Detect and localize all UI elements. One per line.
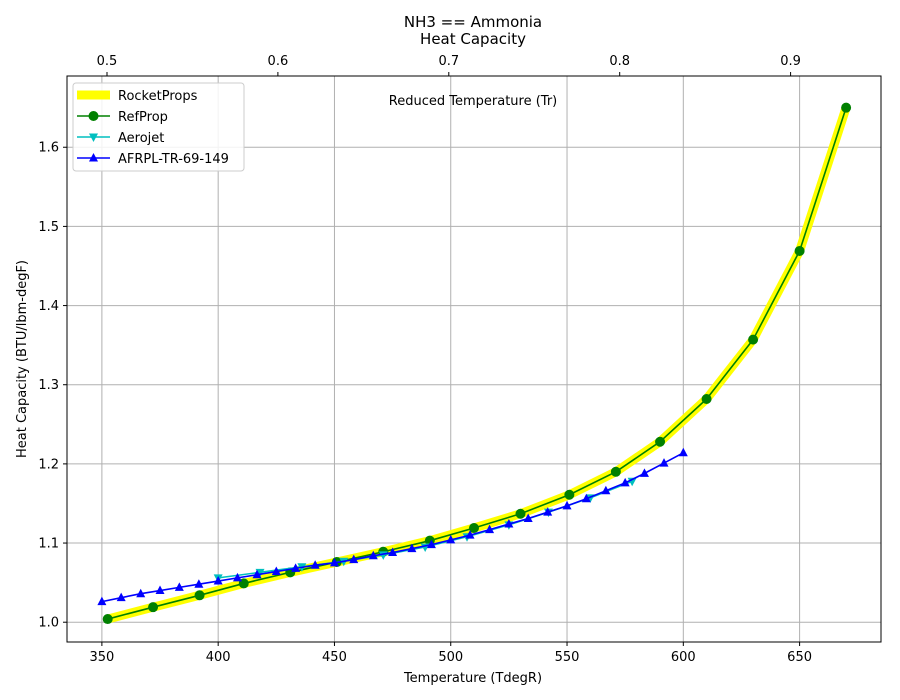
data-point [255,568,265,578]
data-point [515,508,526,519]
data-point [610,466,621,477]
grid [67,76,881,642]
data-point [194,590,205,601]
data-point [232,572,242,582]
y-axis-label: Heat Capacity (BTU/lbm-degF) [15,260,30,458]
data-point [194,579,204,588]
legend-label: Aerojet [118,131,164,146]
legend-label: RefProp [118,110,168,125]
data-point [407,543,417,553]
y-tick-label: 1.4 [38,299,59,314]
legend-marker [89,133,98,142]
x-tick-label: 550 [555,650,580,665]
data-point [523,513,533,523]
data-point [564,489,575,500]
y-tick-label: 1.5 [38,220,59,235]
data-point [469,523,479,534]
data-point [252,569,262,579]
chart-title: NH3 == Ammonia [404,13,542,31]
plot-frame [66,75,882,643]
legend-box [72,82,245,172]
data-point [678,447,688,457]
legend-label: AFRPL-TR-69-149 [118,152,229,167]
x2-axis-label: Reduced Temperature (Tr) [389,94,557,109]
data-point [748,334,759,345]
x-tick-label: 650 [787,650,812,665]
legend-items: RocketProps RefProp Aerojet AFRPL-TR-69-149 [77,89,229,167]
data-point [446,534,456,544]
data-point [388,547,398,557]
y-tick-label: 1.0 [38,616,59,631]
series-refprop [102,102,852,625]
data-point [562,500,572,510]
data-point [620,477,630,487]
legend-entry: Aerojet [77,131,164,146]
data-point [701,393,712,404]
data-point [213,576,223,585]
data-point [485,524,495,534]
data-point [291,563,301,572]
data-point [174,582,184,591]
y-tick-label: 1.3 [38,378,59,393]
data-point [329,557,339,567]
legend-entry: RocketProps [77,89,198,104]
x-tick-label: 450 [322,650,347,665]
data-point [116,592,126,602]
data-point [136,588,146,598]
data-point [504,519,514,528]
x2-tick-label: 0.8 [609,54,630,69]
data-point [310,560,320,569]
x-tick-label: 600 [671,650,696,665]
axes: 350 400 450 500 550 600 650 1.0 1.1 1.2 1.3 1.4 1.5 1… [38,54,812,665]
plot-series [97,102,852,625]
x2-tick-label: 0.6 [268,54,289,69]
chart-subtitle: Heat Capacity [420,30,526,48]
data-point [601,485,611,495]
data-point [794,245,805,256]
y-tick-label: 1.2 [38,457,59,472]
x-axis-label: Temperature (TdegR) [403,671,542,686]
data-point [349,554,359,564]
data-point [543,507,553,516]
data-point [155,585,165,595]
series-line [101,452,684,603]
data-point [465,530,475,539]
legend-label: RocketProps [118,89,198,104]
data-point [639,468,649,477]
x2-tick-label: 0.5 [97,54,118,69]
y-tick-label: 1.1 [38,537,59,552]
data-point [655,436,666,447]
y-tick-label: 1.6 [38,141,59,156]
legend-entry: RefProp [77,110,168,125]
x2-tick-label: 0.7 [438,54,459,69]
data-point [102,614,113,625]
data-point [659,458,669,467]
x2-tick-label: 0.9 [780,54,801,69]
x-tick-label: 400 [206,650,231,665]
data-point [148,602,159,613]
series-afrpl-tr-69-149 [97,447,688,606]
legend: RocketProps RefProp Aerojet AFRPL-TR-69-149 [72,82,245,172]
data-point [581,493,591,503]
data-point [841,102,852,113]
legend-marker [88,111,99,121]
legend-marker [89,153,98,162]
data-point [97,596,107,606]
data-point [426,539,436,549]
data-point [368,550,378,560]
legend-entry: AFRPL-TR-69-149 [77,152,229,167]
data-point [271,566,281,576]
x-tick-label: 500 [438,650,463,665]
x-tick-label: 350 [89,650,114,665]
